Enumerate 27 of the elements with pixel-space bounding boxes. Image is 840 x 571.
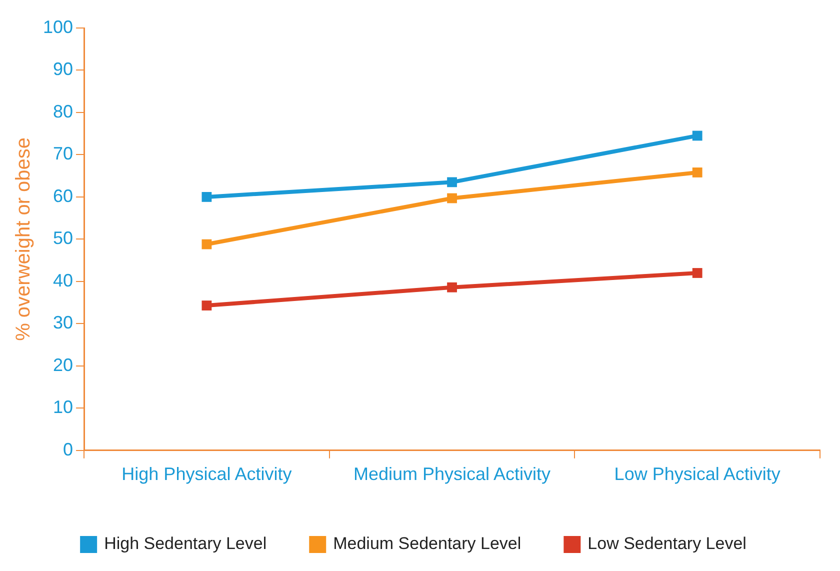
y-tick-label: 70: [53, 144, 74, 164]
y-tick-label: 30: [53, 312, 74, 333]
point: [692, 130, 702, 141]
y-axis-title: % overweight or obese: [12, 137, 35, 341]
legend-label: Medium Sedentary Level: [333, 534, 522, 554]
x-tick-label: Low Physical Activity: [614, 464, 780, 484]
y-tick-label: 0: [63, 439, 74, 460]
y-tick-label: 10: [53, 397, 74, 418]
point: [447, 193, 457, 204]
y-tick-label: 80: [53, 101, 74, 122]
legend-label: Low Sedentary Level: [588, 534, 746, 554]
x-tick-label: High Physical Activity: [122, 464, 292, 484]
point: [202, 239, 212, 250]
point: [447, 282, 457, 292]
y-tick-label: 100: [42, 16, 74, 37]
legend-label: High Sedentary Level: [104, 534, 267, 554]
point: [202, 192, 212, 202]
point: [692, 168, 702, 178]
y-tick-label: 40: [53, 270, 74, 290]
y-tick-label: 90: [53, 59, 74, 80]
y-tick-label: 20: [53, 354, 74, 375]
x-tick-label: Medium Physical Activity: [353, 464, 551, 484]
y-tick-label: 50: [53, 228, 74, 248]
point: [202, 300, 212, 310]
point: [447, 177, 457, 188]
point: [692, 268, 702, 278]
y-tick-label: 60: [53, 186, 74, 206]
